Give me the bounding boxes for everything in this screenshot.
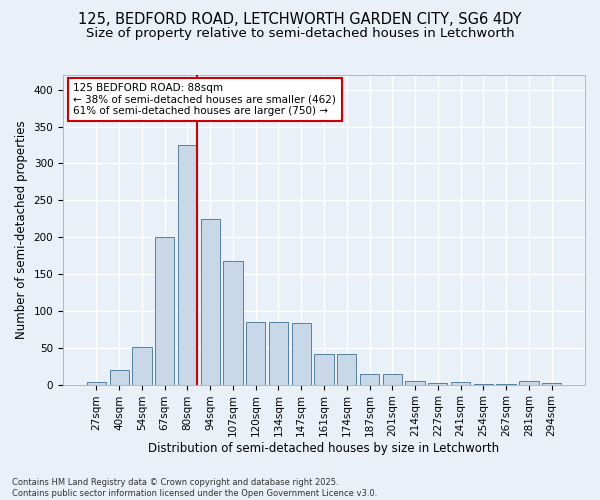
- Bar: [451, 382, 470, 384]
- Bar: [155, 237, 175, 384]
- Bar: [200, 218, 220, 384]
- Bar: [519, 381, 539, 384]
- Bar: [110, 370, 129, 384]
- Bar: [337, 354, 356, 384]
- Bar: [246, 322, 265, 384]
- Bar: [428, 383, 448, 384]
- X-axis label: Distribution of semi-detached houses by size in Letchworth: Distribution of semi-detached houses by …: [148, 442, 500, 455]
- Bar: [87, 382, 106, 384]
- Bar: [178, 145, 197, 384]
- Bar: [132, 347, 152, 385]
- Text: 125, BEDFORD ROAD, LETCHWORTH GARDEN CITY, SG6 4DY: 125, BEDFORD ROAD, LETCHWORTH GARDEN CIT…: [78, 12, 522, 28]
- Bar: [360, 374, 379, 384]
- Bar: [292, 324, 311, 384]
- Bar: [269, 322, 288, 384]
- Text: Contains HM Land Registry data © Crown copyright and database right 2025.
Contai: Contains HM Land Registry data © Crown c…: [12, 478, 377, 498]
- Text: 125 BEDFORD ROAD: 88sqm
← 38% of semi-detached houses are smaller (462)
61% of s: 125 BEDFORD ROAD: 88sqm ← 38% of semi-de…: [73, 82, 337, 116]
- Bar: [383, 374, 402, 384]
- Text: Size of property relative to semi-detached houses in Letchworth: Size of property relative to semi-detach…: [86, 28, 514, 40]
- Y-axis label: Number of semi-detached properties: Number of semi-detached properties: [15, 120, 28, 339]
- Bar: [406, 381, 425, 384]
- Bar: [223, 261, 242, 384]
- Bar: [314, 354, 334, 384]
- Bar: [542, 383, 561, 384]
